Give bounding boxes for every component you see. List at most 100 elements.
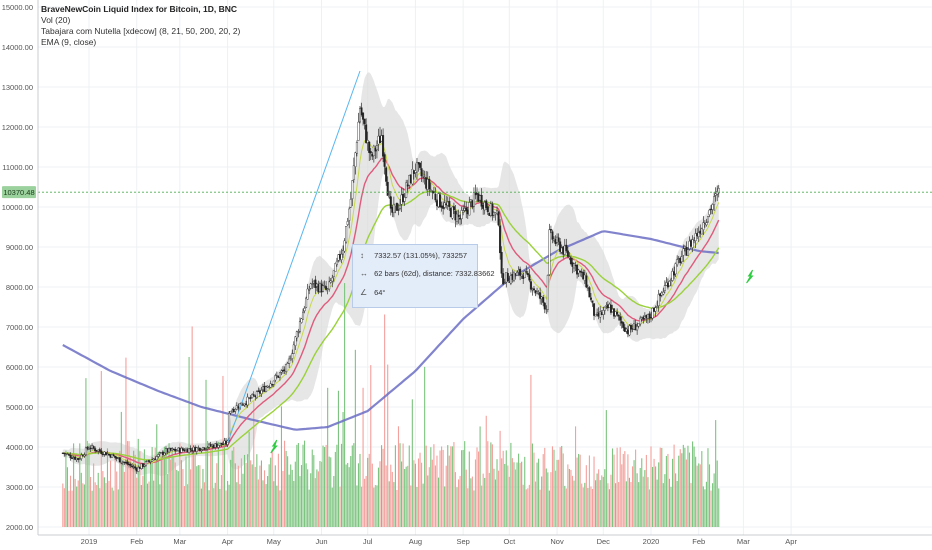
candle-body <box>80 454 83 459</box>
candle-body <box>486 206 489 213</box>
volume-bar <box>123 471 125 527</box>
candle <box>358 105 361 124</box>
candle-body <box>205 448 208 451</box>
candle-body <box>288 358 291 364</box>
volume-bar <box>194 448 196 527</box>
candle-body <box>399 204 402 209</box>
volume-bar <box>176 469 178 527</box>
volume-bar <box>538 458 540 527</box>
candle <box>686 248 689 256</box>
volume-bar <box>265 484 267 527</box>
volume-bar <box>282 471 284 527</box>
candle <box>457 209 460 224</box>
volume-bar <box>230 459 232 527</box>
volume-bar <box>430 447 432 527</box>
candle-body <box>671 271 674 281</box>
volume-bar <box>287 456 289 527</box>
volume-bar <box>220 475 222 527</box>
candle-body <box>559 241 562 252</box>
candle <box>303 306 306 314</box>
candle-body <box>195 447 198 452</box>
volume-bar <box>521 461 523 527</box>
candle <box>717 185 720 198</box>
volume-bar <box>494 479 497 527</box>
volume-bar <box>658 462 660 527</box>
volume-bar <box>570 469 572 527</box>
volume-bar <box>374 485 376 527</box>
candle-body <box>249 397 252 399</box>
candle-body <box>622 322 625 328</box>
volume-bar <box>156 424 158 527</box>
volume-bar <box>331 487 333 527</box>
volume-bar <box>407 465 409 527</box>
candle-body <box>137 467 140 472</box>
candle-body <box>323 285 326 287</box>
candle <box>648 311 651 323</box>
volume-bar <box>470 478 472 527</box>
candle-body <box>148 460 151 462</box>
candle-body <box>549 229 552 231</box>
candle-body <box>295 331 298 339</box>
candle <box>69 452 72 461</box>
candle-body <box>499 225 502 254</box>
volume-bar <box>385 465 387 527</box>
volume-bar <box>74 478 76 527</box>
candle <box>331 274 334 288</box>
volume-bar <box>630 482 632 527</box>
candle <box>375 140 378 159</box>
candle-body <box>221 443 224 446</box>
candle <box>349 191 352 209</box>
candle <box>500 246 503 278</box>
volume-indicator-label[interactable]: Vol (20) <box>41 15 71 25</box>
volume-bar <box>247 454 249 527</box>
candle <box>403 192 406 206</box>
x-tick-label: Aug <box>409 537 422 546</box>
x-axis: 2019 Feb Mar Apr May Jun Jul Aug Sep Oct Nov Dec 202… <box>38 534 932 550</box>
volume-bar <box>185 456 187 527</box>
volume-bar <box>465 469 467 527</box>
volume-bar <box>256 454 258 527</box>
volume-bar <box>665 455 667 527</box>
candle <box>682 244 685 262</box>
candle-body <box>386 181 389 196</box>
volume-bar <box>504 463 506 527</box>
candle-body <box>335 260 338 265</box>
candle-body <box>523 270 526 279</box>
volume-bar <box>511 458 513 527</box>
bollinger-band-fill <box>62 72 719 477</box>
candle <box>680 250 683 265</box>
volume-bar <box>448 455 450 527</box>
volume-bar <box>559 447 561 527</box>
candle <box>668 280 671 287</box>
tabajara-indicator-label[interactable]: Tabajara com Nutella [xdecow] (8, 21, 50… <box>41 26 241 36</box>
angle-text: 64° <box>374 288 386 297</box>
candle-body <box>491 203 494 216</box>
volume-bar <box>237 465 239 527</box>
volume-bar <box>280 406 283 527</box>
symbol-title[interactable]: BraveNewCoin Liquid Index for Bitcoin, 1… <box>41 4 237 14</box>
candle <box>269 380 272 389</box>
candle-body <box>351 180 354 199</box>
volume-bar <box>476 447 478 527</box>
candle <box>663 280 666 294</box>
volume-bar <box>528 484 530 527</box>
candle-body <box>308 289 311 291</box>
volume-bar <box>541 476 543 527</box>
volume-bar <box>333 476 335 527</box>
candle <box>428 176 431 196</box>
volume-bar <box>259 465 261 527</box>
candle <box>92 445 95 450</box>
volume-bar <box>471 476 473 527</box>
volume-bar <box>638 482 640 527</box>
candle-body <box>155 456 158 461</box>
candle-body <box>546 275 549 310</box>
candle-body <box>329 280 332 283</box>
volume-bar <box>94 482 96 527</box>
volume-bar <box>120 411 122 527</box>
y-tick-label: 11000.00 <box>2 163 33 172</box>
ema-indicator-label[interactable]: EMA (9, close) <box>41 37 97 47</box>
candle-body <box>694 233 697 241</box>
candle <box>174 446 177 454</box>
volume-bar <box>522 484 524 527</box>
